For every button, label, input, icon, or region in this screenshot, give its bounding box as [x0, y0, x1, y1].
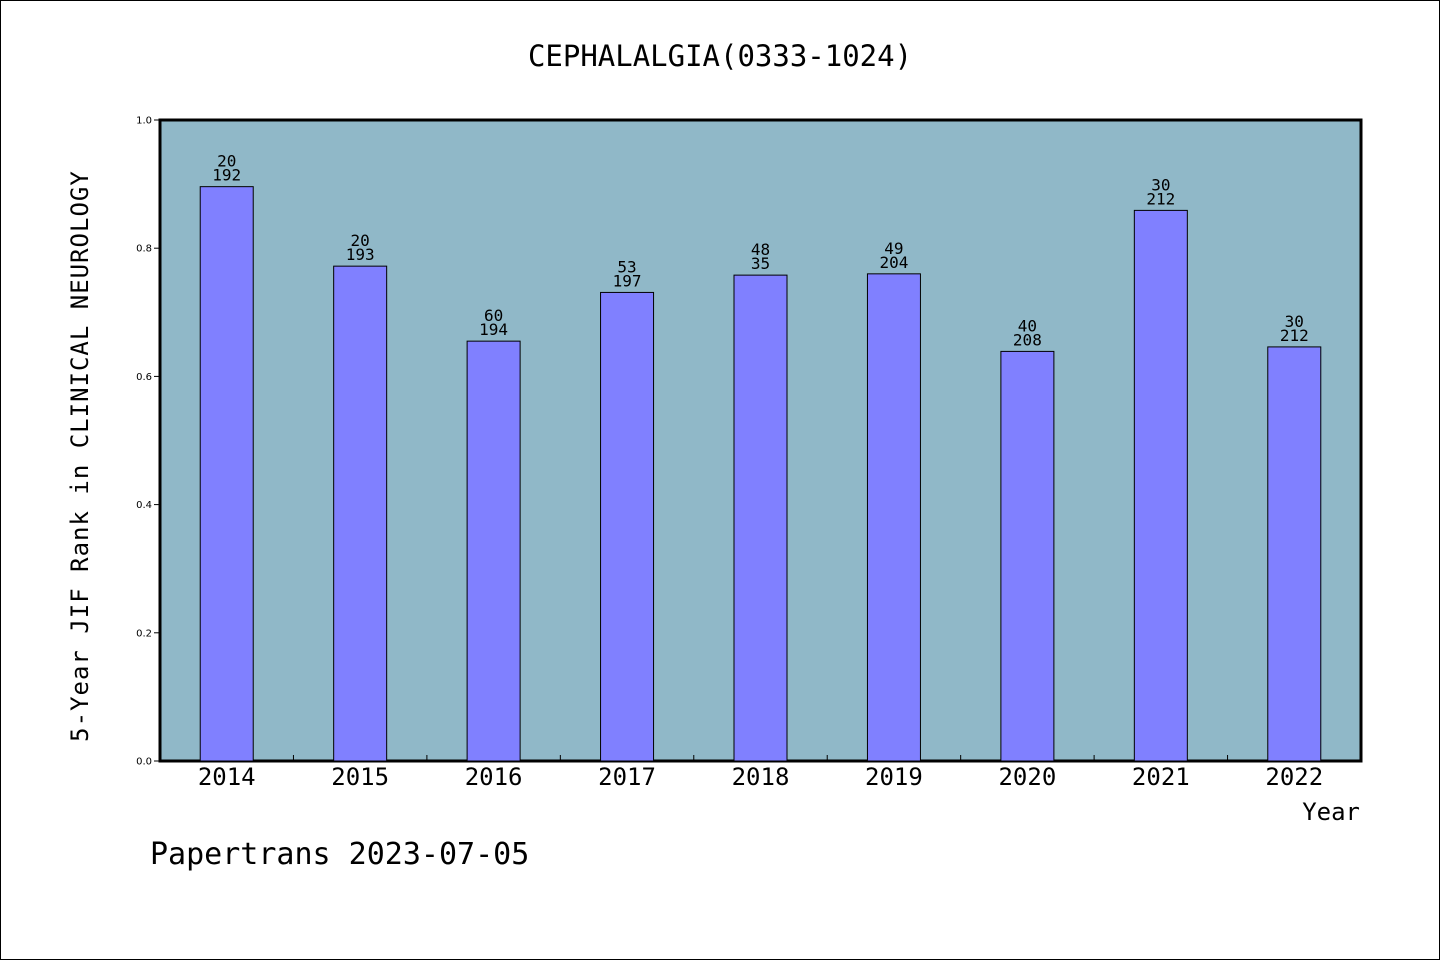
y-axis-label: 5-Year JIF Rank in CLINICAL NEUROLOGY: [66, 170, 94, 742]
data-label-top: 53: [617, 257, 636, 276]
bar-2017: [600, 291, 655, 762]
x-tick-label: 2021: [1132, 763, 1190, 791]
bars-group: 2019220193601945319748354920440208302123…: [199, 152, 1322, 762]
x-tick-label: 2019: [865, 763, 923, 791]
y-tick-label: 0.4: [136, 500, 152, 511]
bar-2022: [1267, 346, 1322, 762]
chart-title: CEPHALALGIA(0333-1024): [528, 39, 912, 73]
data-label-bottom: 208: [1013, 330, 1042, 349]
y-tick-label: 0.2: [136, 628, 152, 639]
bar-2021: [1133, 209, 1188, 762]
data-label-top: 20: [351, 231, 370, 250]
footer-credit: Papertrans 2023-07-05: [150, 837, 529, 872]
x-tick-label: 2022: [1265, 763, 1323, 791]
data-label-bottom: 212: [1280, 326, 1309, 345]
x-axis-label: Year: [1302, 798, 1360, 826]
bar-2015: [333, 265, 388, 762]
data-label-top: 60: [484, 306, 503, 325]
data-label-bottom: 212: [1146, 189, 1175, 208]
data-label-bottom: 193: [346, 245, 375, 264]
data-label-bottom: 197: [613, 271, 642, 290]
x-tick-label: 2015: [331, 763, 389, 791]
data-label-bottom: 35: [751, 254, 770, 273]
x-tick-label: 2020: [998, 763, 1056, 791]
x-tick-label: 2016: [465, 763, 523, 791]
bar-2020: [1000, 350, 1055, 762]
x-axis: 2014 2015 2016 2017 2018 2019 2020 2021 2022: [198, 755, 1323, 791]
x-tick-label: 2014: [198, 763, 256, 791]
data-label-top: 20: [217, 152, 236, 171]
y-tick-label: 0.0: [136, 757, 152, 768]
y-tick-label: 0.6: [136, 372, 152, 383]
data-label-bottom: 204: [879, 253, 908, 272]
x-tick-label: 2018: [732, 763, 790, 791]
y-tick-label: 0.8: [136, 244, 152, 255]
data-label-top: 40: [1018, 316, 1037, 335]
bar-2014: [199, 186, 254, 762]
data-label-top: 49: [884, 239, 903, 258]
bar-2016: [466, 340, 521, 762]
bar-2019: [866, 273, 921, 762]
y-axis: 0.0 0.2 0.4 0.6 0.8 1.0: [136, 116, 160, 768]
data-label-top: 48: [751, 240, 770, 259]
data-label-bottom: 192: [212, 166, 241, 185]
data-label-top: 30: [1285, 312, 1304, 331]
data-label-top: 30: [1151, 175, 1170, 194]
data-label-bottom: 194: [479, 320, 508, 339]
x-tick-label: 2017: [598, 763, 656, 791]
bar-2018: [733, 274, 788, 762]
y-tick-label: 1.0: [136, 116, 152, 127]
